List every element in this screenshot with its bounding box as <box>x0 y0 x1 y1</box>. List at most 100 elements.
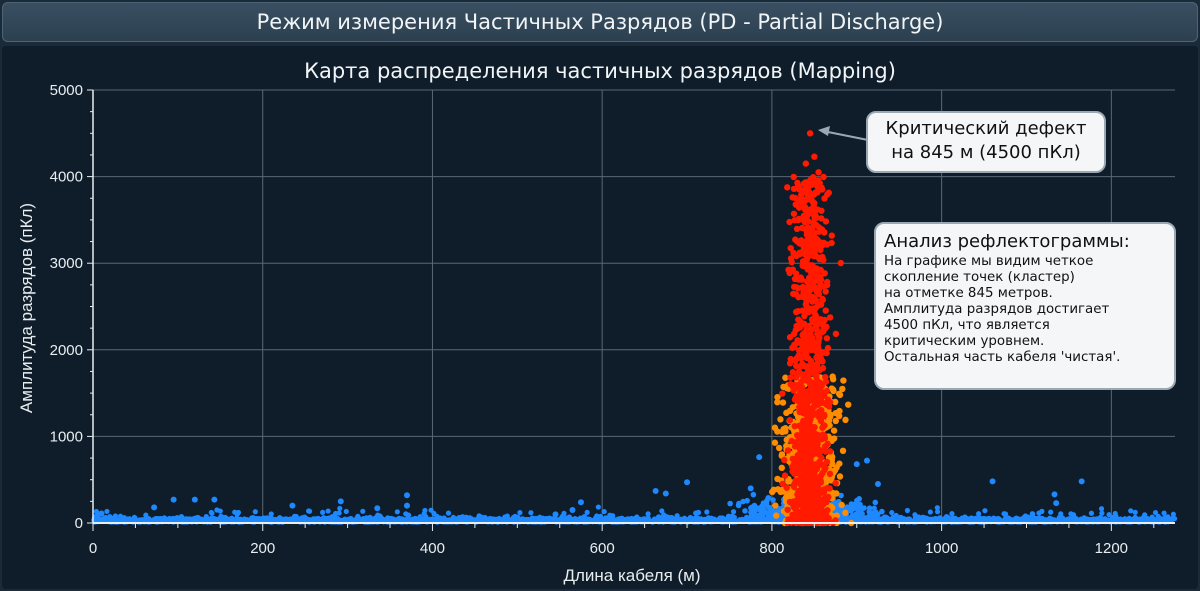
noise-point <box>341 517 347 523</box>
critical-discharge-point <box>801 329 808 337</box>
critical-discharge-point <box>815 450 822 458</box>
noise-point <box>450 514 456 520</box>
outlier-point <box>98 510 105 517</box>
noise-point <box>406 512 412 518</box>
x-tick-label: 800 <box>759 540 784 557</box>
critical-discharge-point <box>807 489 814 497</box>
critical-discharge-point <box>802 160 810 167</box>
critical-discharge-point <box>806 409 814 417</box>
noise-point <box>112 515 119 522</box>
noise-point <box>1126 515 1132 521</box>
critical-discharge-point <box>781 472 789 479</box>
outlier-point <box>289 502 296 509</box>
outlier-point <box>191 496 198 503</box>
critical-discharge-point <box>797 388 804 396</box>
critical-discharge-point <box>789 194 796 201</box>
medium-discharge-point <box>778 464 786 472</box>
noise-point <box>1094 516 1100 522</box>
noise-point <box>1161 510 1167 516</box>
medium-discharge-point <box>830 427 838 434</box>
y-tick-label: 3000 <box>50 255 83 272</box>
critical-discharge-point <box>814 330 821 338</box>
noise-point <box>337 505 343 512</box>
noise-point <box>730 509 737 515</box>
noise-point <box>433 515 439 522</box>
critical-discharge-point <box>813 235 821 243</box>
outlier-point <box>211 496 218 503</box>
critical-discharge-point <box>817 388 824 396</box>
noise-point <box>708 517 714 524</box>
noise-point <box>461 517 467 523</box>
noise-point <box>934 509 941 515</box>
noise-point <box>143 512 149 518</box>
critical-discharge-point <box>799 394 806 401</box>
critical-discharge-point <box>802 441 809 449</box>
noise-point <box>355 513 361 519</box>
critical-discharge-point <box>818 226 826 233</box>
medium-discharge-point <box>777 416 784 423</box>
critical-discharge-point <box>803 354 810 362</box>
noise-point <box>472 517 478 523</box>
medium-discharge-point <box>829 376 837 383</box>
critical-discharge-point <box>823 281 831 289</box>
noise-point <box>336 510 342 516</box>
x-tick-label: 1000 <box>925 540 958 557</box>
medium-discharge-point <box>827 411 834 418</box>
noise-point <box>1035 517 1041 523</box>
noise-point <box>1001 511 1007 517</box>
critical-discharge-point <box>832 330 840 338</box>
noise-point <box>736 500 742 507</box>
noise-point <box>172 516 178 522</box>
critical-discharge-point <box>799 320 807 327</box>
noise-point <box>267 518 273 524</box>
noise-point <box>750 491 757 498</box>
critical-discharge-point <box>802 307 810 314</box>
critical-discharge-point <box>801 203 809 211</box>
critical-discharge-point <box>804 417 811 424</box>
noise-point <box>395 516 401 522</box>
critical-discharge-point <box>822 443 829 450</box>
critical-discharge-point <box>826 470 834 478</box>
noise-point <box>1106 512 1112 518</box>
critical-discharge-point <box>817 479 825 486</box>
critical-discharge-point <box>824 484 831 492</box>
medium-discharge-point <box>833 464 840 471</box>
noise-point <box>335 516 341 523</box>
noise-point <box>981 516 988 522</box>
noise-point <box>986 517 992 523</box>
critical-discharge-point <box>795 422 803 429</box>
outlier-point <box>552 511 559 518</box>
critical-discharge-point <box>806 377 813 384</box>
noise-point <box>912 512 918 518</box>
critical-discharge-point <box>788 259 795 266</box>
critical-discharge-point <box>815 169 822 176</box>
medium-discharge-point <box>773 512 780 519</box>
noise-point <box>282 516 288 522</box>
noise-point <box>1070 512 1077 518</box>
noise-point <box>1171 516 1178 522</box>
critical-discharge-point <box>813 371 820 378</box>
x-tick-label: 1200 <box>1095 540 1128 557</box>
critical-discharge-point <box>813 463 820 470</box>
critical-discharge-point <box>811 283 818 291</box>
medium-discharge-point <box>772 502 779 509</box>
noise-point <box>645 515 651 521</box>
critical-discharge-point <box>814 242 821 249</box>
critical-discharge-point <box>786 334 794 341</box>
outlier-point <box>170 496 177 503</box>
critical-discharge-point <box>781 456 788 464</box>
noise-point <box>1152 509 1159 516</box>
y-tick-label: 1000 <box>50 428 83 445</box>
noise-point <box>757 508 764 514</box>
critical-discharge-point <box>786 360 794 367</box>
critical-discharge-point <box>826 399 834 406</box>
noise-point <box>268 511 274 517</box>
noise-point <box>594 513 600 519</box>
noise-point <box>1099 510 1105 516</box>
noise-point <box>645 511 651 517</box>
critical-discharge-point <box>805 424 813 431</box>
noise-point <box>1030 511 1036 517</box>
noise-point <box>934 505 940 511</box>
critical-discharge-point <box>791 518 798 526</box>
critical-discharge-point <box>790 210 798 217</box>
